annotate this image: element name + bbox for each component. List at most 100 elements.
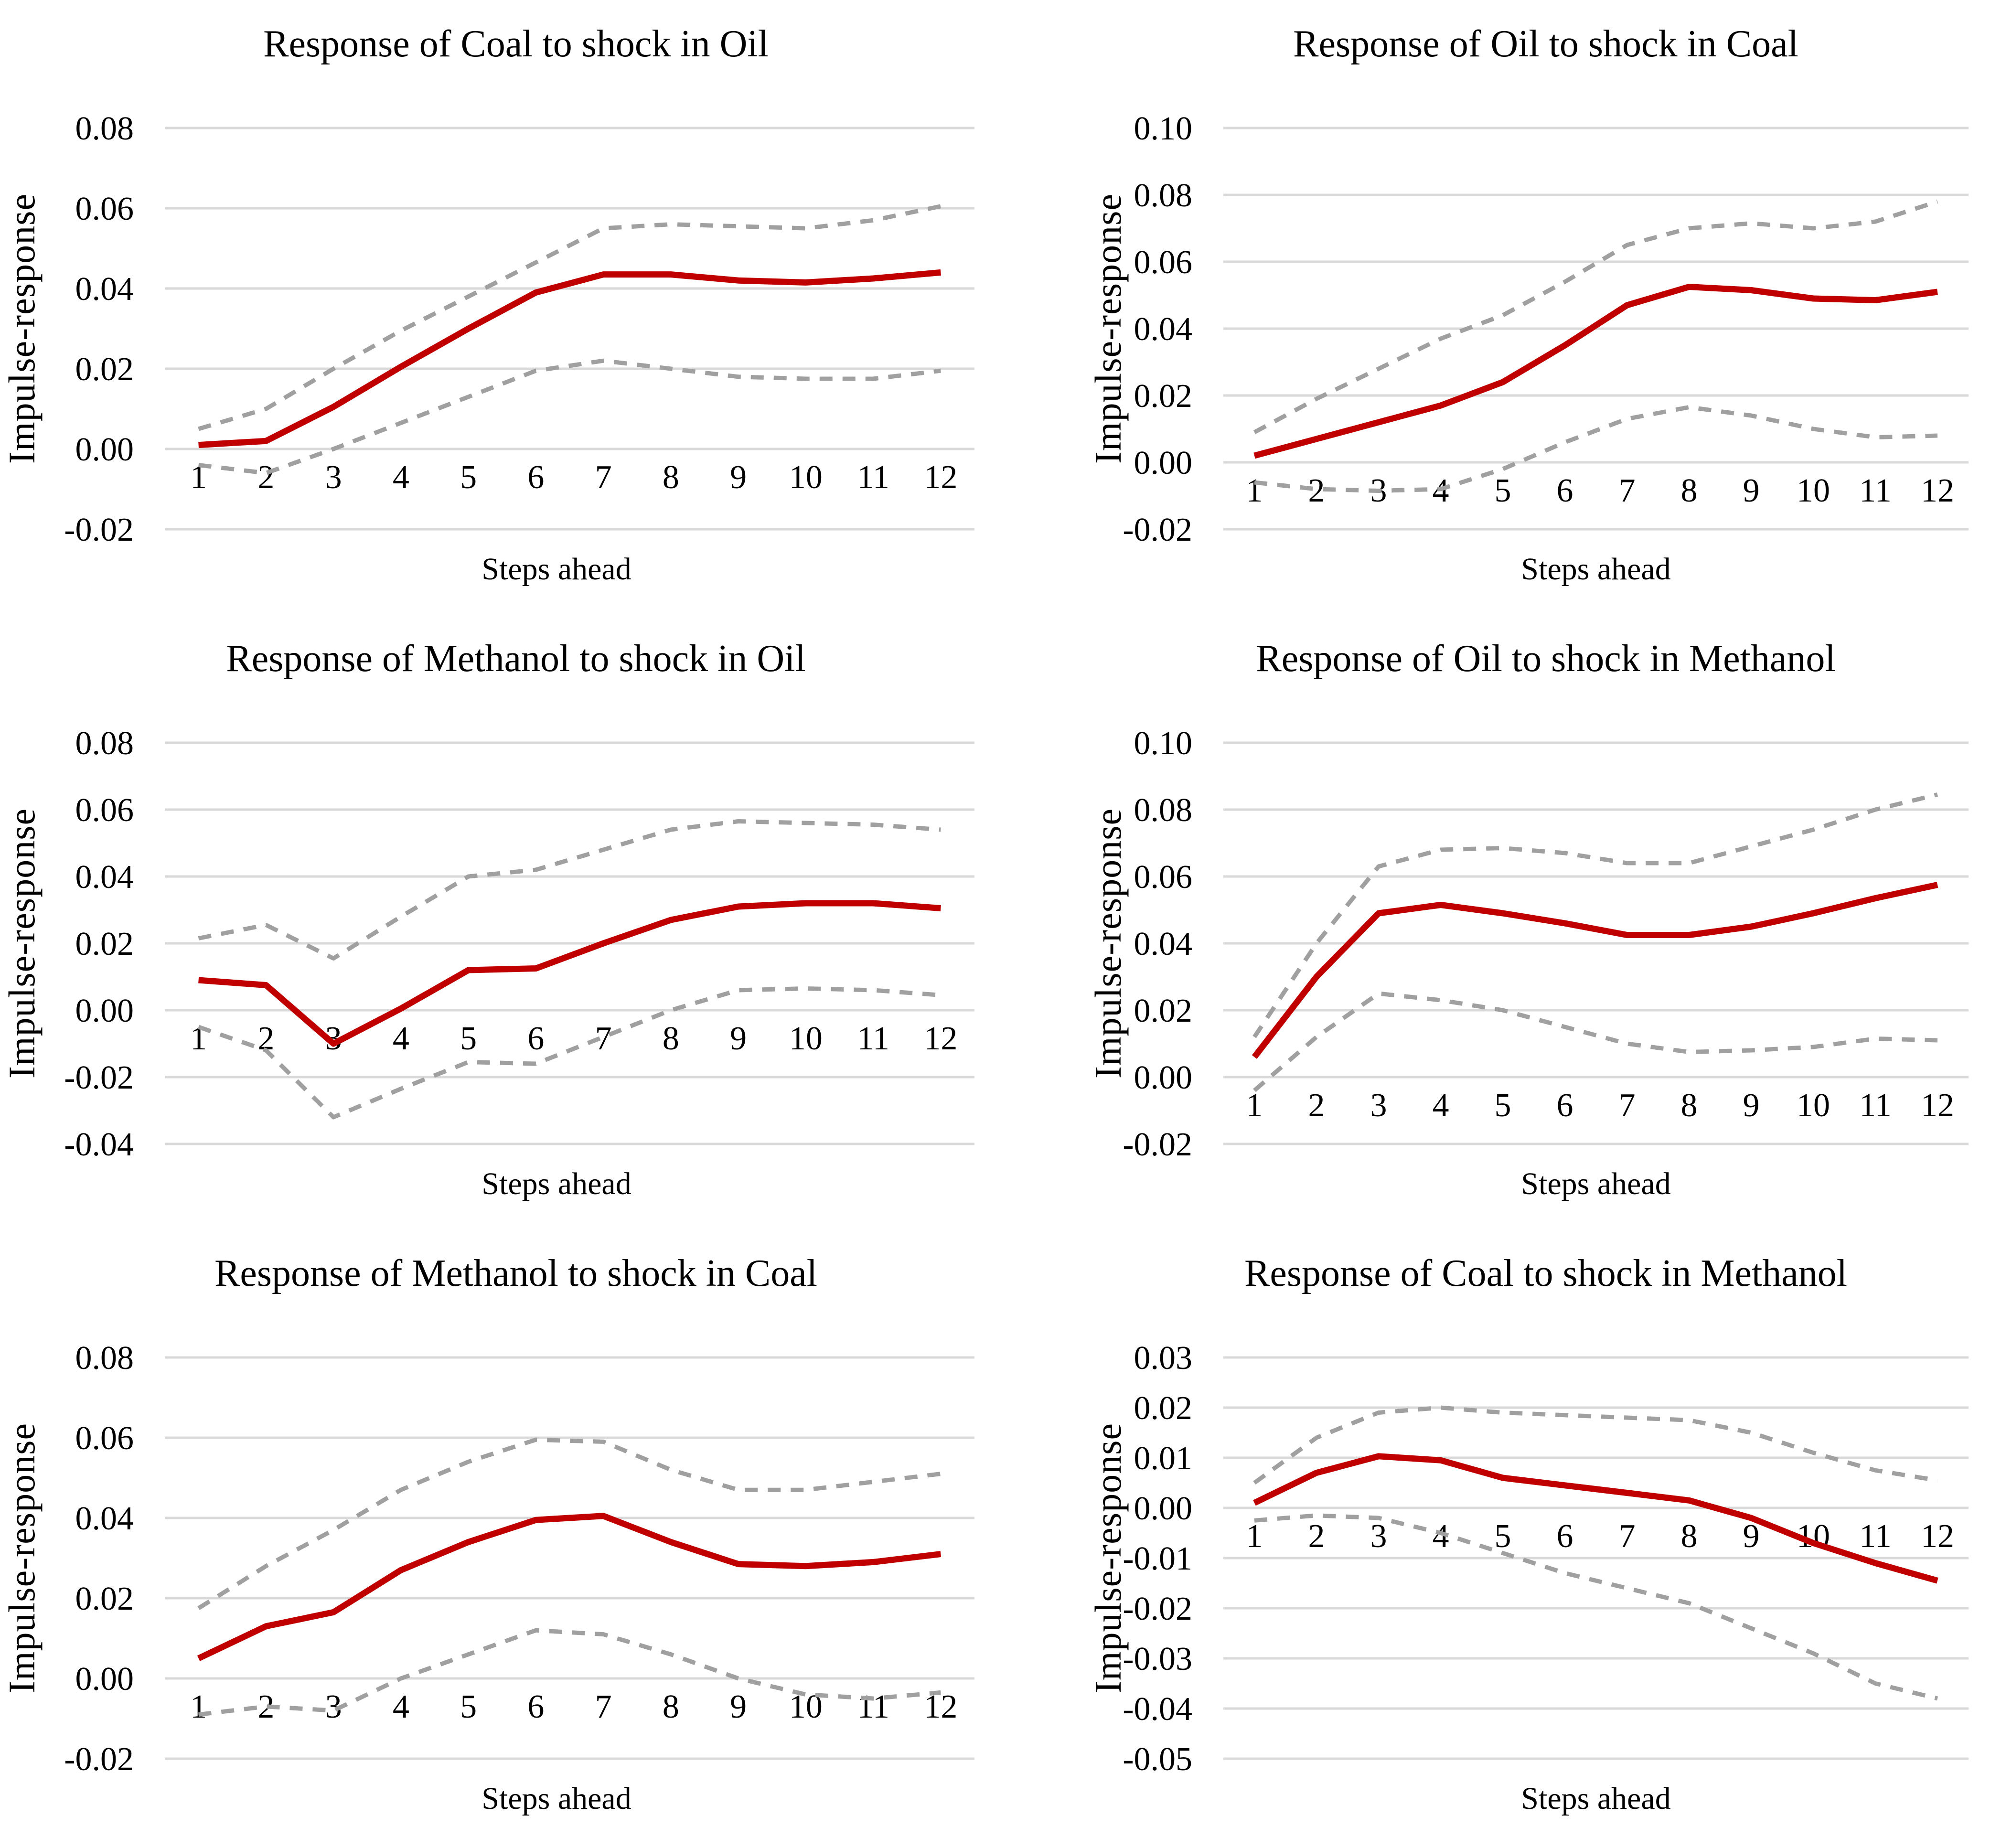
- x-axis-title: Steps ahead: [482, 1166, 631, 1201]
- y-tick-label: 0.04: [1134, 311, 1193, 348]
- x-tick-label: 12: [924, 459, 957, 496]
- y-tick-label: 0.04: [75, 1500, 134, 1537]
- x-tick-label: 11: [1859, 1518, 1891, 1555]
- upper-confidence-band-line: [1253, 199, 1938, 434]
- y-tick-label: 0.04: [75, 859, 134, 896]
- y-tick-label: -0.04: [64, 1126, 134, 1163]
- chart-canvas: Response of Coal to shock in Methanol 0.…: [1087, 1252, 1969, 1816]
- plot-area: 0.100.080.060.040.020.00-0.021 2 3 4 5 6 7 8 9 10…: [1123, 725, 1969, 1163]
- chart-title: Response of Methanol to shock in Coal: [214, 1252, 817, 1294]
- plot-area: 0.100.080.060.040.020.00-0.021 2 3 4 5 6 7 8 9 10…: [1123, 110, 1969, 548]
- y-tick-label: 0.02: [1134, 1390, 1193, 1427]
- chart-response-of-oil-to-shock-in-coal: Response of Oil to shock in Coal 0.10 0.0…: [1006, 9, 2012, 603]
- x-tick-label: 10: [1797, 1087, 1830, 1124]
- x-tick-label: 8: [1681, 1087, 1698, 1124]
- x-tick-label: 2: [1308, 1087, 1325, 1124]
- y-tick-label: 0.00: [75, 1661, 134, 1698]
- y-axis-title: Impulse-response: [1, 1423, 43, 1693]
- x-tick-label: 9: [730, 1688, 747, 1725]
- chart-title: Response of Oil to shock in Methanol: [1256, 638, 1835, 680]
- chart-canvas: Response of Methanol to shock in Oil 0.0…: [1, 638, 974, 1201]
- chart-response-of-oil-to-shock-in-methanol: Response of Oil to shock in Methanol 0.1…: [1006, 623, 2012, 1218]
- x-tick-label: 7: [1619, 1518, 1636, 1555]
- chart-canvas: Response of Methanol to shock in Coal 0.…: [1, 1252, 974, 1816]
- x-tick-label: 12: [1921, 1518, 1954, 1555]
- y-tick-label: 0.06: [75, 792, 134, 829]
- y-tick-label: 0.02: [75, 926, 134, 962]
- x-tick-label: 8: [1681, 1518, 1698, 1555]
- y-tick-label: -0.02: [64, 1059, 134, 1096]
- impulse-response-estimate-line: [198, 269, 941, 449]
- chart-canvas: Response of Coal to shock in Oil 0.08 0.0…: [1, 23, 974, 587]
- x-tick-label: 9: [1743, 1087, 1760, 1124]
- x-tick-label: 1: [190, 1688, 207, 1725]
- x-tick-label: 11: [857, 1688, 889, 1725]
- y-tick-label: 0.02: [1134, 993, 1193, 1029]
- chart-response-of-coal-to-shock-in-methanol: Response of Coal to shock in Methanol 0.…: [1006, 1238, 2012, 1833]
- x-tick-label: 12: [1921, 1087, 1954, 1124]
- chart-title: Response of Methanol to shock in Oil: [226, 638, 805, 680]
- y-tick-label: 0.08: [1134, 177, 1193, 214]
- y-tick-label: 0.02: [75, 351, 134, 388]
- y-tick-label: -0.05: [1123, 1741, 1192, 1778]
- x-axis-title: Steps ahead: [482, 1781, 631, 1816]
- y-tick-label: 0.00: [1134, 445, 1193, 481]
- y-tick-label: 0.08: [75, 1340, 134, 1377]
- chart-title: Response of Oil to shock in Coal: [1293, 23, 1798, 65]
- y-tick-label: 0.00: [1134, 1490, 1193, 1527]
- y-tick-label: 0.01: [1134, 1440, 1193, 1477]
- x-tick-label: 9: [1743, 472, 1760, 509]
- x-tick-label: 7: [595, 1688, 612, 1725]
- x-axis-title: Steps ahead: [482, 552, 631, 587]
- y-tick-label: -0.01: [1123, 1540, 1192, 1577]
- impulse-response-estimate-line: [1253, 284, 1938, 459]
- x-tick-label: 3: [1370, 1087, 1387, 1124]
- x-tick-label: 8: [663, 1020, 679, 1057]
- x-tick-label: 8: [663, 459, 679, 496]
- x-tick-label: 11: [1859, 1087, 1891, 1124]
- y-tick-label: 0.00: [75, 993, 134, 1029]
- x-tick-label: 6: [1557, 1518, 1573, 1555]
- lower-confidence-band-line: [198, 358, 941, 475]
- lower-confidence-band-line: [198, 986, 941, 1120]
- x-tick-label: 8: [663, 1688, 679, 1725]
- x-tick-label: 9: [1743, 1518, 1760, 1555]
- y-tick-label: 0.10: [1134, 725, 1193, 762]
- x-tick-label: 10: [1797, 472, 1830, 509]
- y-axis-title: Impulse-response: [1087, 808, 1129, 1079]
- y-tick-label: 0.08: [1134, 792, 1193, 829]
- x-tick-label: 4: [393, 1020, 409, 1057]
- x-tick-label: 12: [924, 1020, 957, 1057]
- x-tick-label: 7: [595, 459, 612, 496]
- y-tick-label: 0.08: [75, 110, 134, 147]
- x-tick-label: 8: [1681, 472, 1698, 509]
- x-tick-label: 5: [460, 1688, 477, 1725]
- impulse-response-estimate-line: [1252, 882, 1938, 1059]
- upper-confidence-band-line: [1252, 792, 1938, 1038]
- y-tick-label: -0.02: [64, 512, 134, 548]
- x-axis-title: Steps ahead: [1521, 1781, 1670, 1816]
- chart-canvas: Response of Oil to shock in Methanol 0.1…: [1087, 638, 1969, 1201]
- x-tick-label: 1: [1246, 1087, 1263, 1124]
- lower-confidence-band-line: [1253, 991, 1938, 1092]
- x-axis-title: Steps ahead: [1521, 1166, 1670, 1201]
- x-tick-label: 11: [1859, 472, 1891, 509]
- x-tick-label: 4: [393, 459, 409, 496]
- chart-response-of-methanol-to-shock-in-oil: Response of Methanol to shock in Oil 0.0…: [0, 623, 1006, 1218]
- y-tick-label: -0.02: [1123, 1591, 1192, 1627]
- x-tick-label: 10: [789, 1020, 823, 1057]
- y-axis-title: Impulse-response: [1087, 1423, 1129, 1693]
- upper-confidence-band-line: [198, 204, 942, 431]
- y-tick-label: 0.02: [1134, 378, 1193, 415]
- x-tick-label: 2: [1308, 472, 1325, 509]
- plot-area: 0.080.060.040.020.00-0.02-0.041 2 3 4 5 6 7 8 9 1…: [64, 725, 974, 1163]
- x-tick-label: 7: [1619, 1087, 1636, 1124]
- x-tick-label: 6: [527, 1020, 544, 1057]
- impulse-response-estimate-line: [1253, 1453, 1938, 1584]
- y-axis-title: Impulse-response: [1, 808, 43, 1079]
- x-tick-label: 9: [730, 459, 747, 496]
- chart-response-of-methanol-to-shock-in-coal: Response of Methanol to shock in Coal 0.…: [0, 1238, 1006, 1833]
- x-tick-label: 6: [1557, 1087, 1573, 1124]
- upper-confidence-band-line: [197, 1437, 941, 1610]
